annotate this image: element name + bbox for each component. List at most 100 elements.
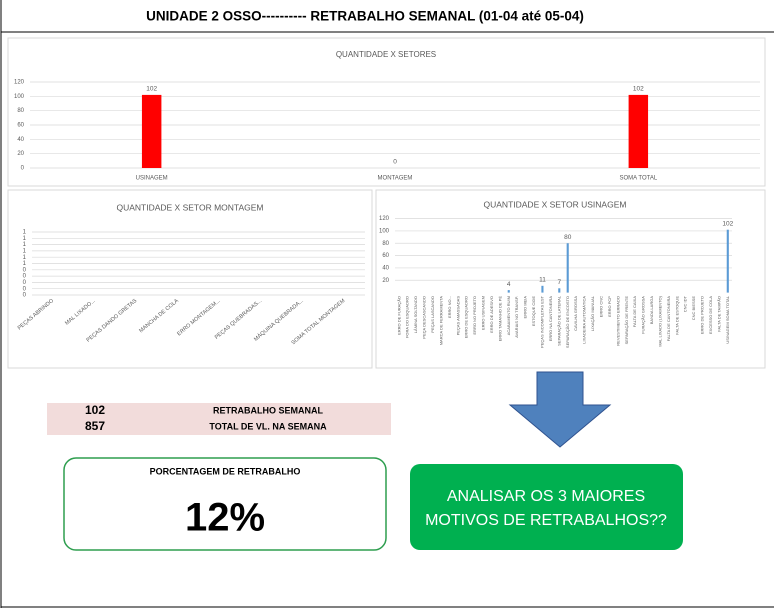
y-tick-label: 0 — [21, 166, 25, 172]
bar — [628, 94, 649, 168]
x-tick-label: ERRO DE PROJETO — [700, 296, 705, 334]
x-tick-label: SEPARAÇÃO DE LATERAL — [556, 295, 561, 346]
y-tick-label: 0 — [23, 293, 27, 299]
data-label: 0 — [393, 159, 397, 166]
x-tick-label: ERRO CNC — [598, 296, 603, 317]
data-label: 102 — [633, 86, 644, 93]
chart-frame — [7, 37, 766, 187]
x-tick-label: ERRO USINAGEM — [481, 296, 486, 330]
bar — [507, 290, 510, 293]
bar — [726, 229, 729, 293]
x-tick-label: PEÇA DESCASCANDO — [422, 296, 427, 339]
x-tick-label: AVARIAS NO TRANSP. — [514, 296, 519, 338]
kpi-box — [63, 457, 387, 551]
y-tick-label: 120 — [379, 216, 390, 222]
x-tick-label: CAVILHA GROSSA — [573, 296, 578, 331]
y-tick-label: 100 — [14, 94, 25, 100]
y-tick-label: 1 — [23, 248, 27, 254]
summary-value: 102 — [85, 403, 105, 417]
y-tick-label: 100 — [379, 229, 390, 235]
x-tick-label: FURAÇÃO GROSSA — [641, 296, 646, 334]
y-tick-label: 0 — [23, 286, 27, 292]
data-label: 102 — [722, 220, 733, 227]
callout-text: ANALISAR OS 3 MAIORES — [447, 488, 645, 505]
x-tick-label: CNC BIESSE — [691, 296, 696, 321]
x-tick-label: ERRO NO... — [447, 296, 452, 318]
x-tick-label: LIXADEIRA AUTOMÁTICA — [582, 296, 587, 344]
data-label: 11 — [539, 277, 546, 284]
summary-value: 857 — [85, 419, 105, 433]
y-tick-label: 0 — [23, 267, 27, 273]
x-tick-label: ERRO PCP — [607, 296, 612, 317]
arrow — [508, 371, 612, 448]
page-title: UNIDADE 2 OSSO---------- RETRABALHO SEMA… — [146, 9, 584, 24]
y-tick-label: 60 — [382, 253, 389, 259]
data-label: 7 — [557, 279, 561, 286]
bar — [141, 94, 162, 168]
data-label: 80 — [564, 234, 572, 241]
callout-box — [410, 464, 683, 550]
x-tick-label: ERRO TAMANHO DE PÉ — [497, 296, 502, 342]
x-tick-label: FALTA DE CAIXA — [632, 296, 637, 328]
x-tick-label: FORA DO ESQUADRO — [405, 296, 410, 338]
bar — [558, 288, 561, 293]
x-tick-label: ESTOQUE CIDE — [531, 296, 536, 326]
chart-frame — [7, 189, 373, 369]
chart-title: QUANTIDADE X SETORES — [336, 50, 436, 59]
chart-frame — [375, 189, 766, 369]
y-tick-label: 120 — [14, 80, 25, 86]
y-tick-label: 60 — [17, 123, 24, 129]
x-tick-label: PEÇAS INCOMPLETAS EST — [540, 295, 545, 347]
y-tick-label: 1 — [23, 261, 27, 267]
x-tick-label: SEPARAÇÃO DE ENCOSTO — [565, 296, 570, 348]
y-tick-label: 80 — [382, 241, 389, 247]
y-tick-label: 1 — [23, 230, 27, 236]
x-tick-label: ACABAMENTO RUIM — [506, 296, 511, 335]
x-tick-label: ERRO NO PROJETO — [472, 296, 477, 335]
data-label: 102 — [146, 86, 157, 93]
x-tick-label: MAL LIXADO (LIXAMENTO) — [657, 295, 662, 346]
x-tick-label: ERRO DE ADESIVO — [489, 296, 494, 333]
x-tick-label: FALTA DE CANTONEIRA — [666, 296, 671, 342]
kpi-value: 12% — [185, 496, 265, 540]
chart-title: QUANTIDADE X SETOR USINAGEM — [484, 199, 627, 209]
x-tick-label: LÂMINA SOLTANDO — [413, 296, 418, 333]
y-tick-label: 20 — [17, 151, 24, 157]
y-tick-label: 20 — [382, 278, 389, 284]
y-tick-label: 0 — [23, 274, 27, 280]
x-tick-label: FALTA DE TAMPÃO — [716, 296, 721, 332]
y-tick-label: 0 — [23, 280, 27, 286]
x-tick-label: USINAGEM SOMA TOTAL — [725, 295, 730, 343]
y-tick-label: 1 — [23, 255, 27, 261]
y-tick-label: 1 — [23, 242, 27, 248]
y-tick-label: 40 — [17, 137, 24, 143]
x-tick-label: CNC IDT — [683, 295, 688, 312]
summary-label: RETRABALHO SEMANAL — [213, 405, 323, 415]
summary-table — [47, 403, 391, 435]
x-tick-label: PEÇAS LASCANDO — [430, 296, 435, 333]
x-tick-label: PEÇAS AMASSADAS — [455, 296, 460, 336]
callout-text: MOTIVOS DE RETRABALHOS?? — [425, 512, 667, 529]
x-tick-label: MARCA DE FERRAMENTA — [438, 296, 443, 346]
y-tick-label: 40 — [382, 266, 389, 272]
x-tick-label: REVESTIMENTO ERRADO — [615, 296, 620, 346]
x-tick-label: SOMA TOTAL — [619, 176, 657, 182]
y-tick-label: 80 — [17, 108, 24, 114]
bar — [541, 285, 544, 293]
x-tick-label: USINAGEM — [136, 176, 168, 182]
chart-title: QUANTIDADE X SETOR MONTAGEM — [116, 202, 263, 212]
x-tick-label: LIXAÇÃO MANUAL — [590, 295, 595, 331]
x-tick-label: ERRO MEIA — [523, 296, 528, 319]
kpi-label: PORCENTAGEM DE RETRABALHO — [150, 466, 301, 476]
data-label: 4 — [507, 281, 511, 288]
x-tick-label: MONTAGEM — [378, 176, 413, 182]
x-tick-label: FALTA DE ESTOQUE — [674, 296, 679, 335]
bar — [566, 243, 569, 293]
x-tick-label: ERRO NA CANTONEIRA — [548, 296, 553, 342]
summary-label: TOTAL DE VL. NA SEMANA — [209, 421, 327, 431]
x-tick-label: ERRO DE FURAÇÃO — [396, 296, 401, 335]
x-tick-label: SEPARAÇÃO DE FRENTE — [624, 296, 629, 345]
x-tick-label: ERRO DE ESQUADRO — [464, 296, 469, 338]
x-tick-label: BANDA LARGA — [649, 296, 654, 325]
